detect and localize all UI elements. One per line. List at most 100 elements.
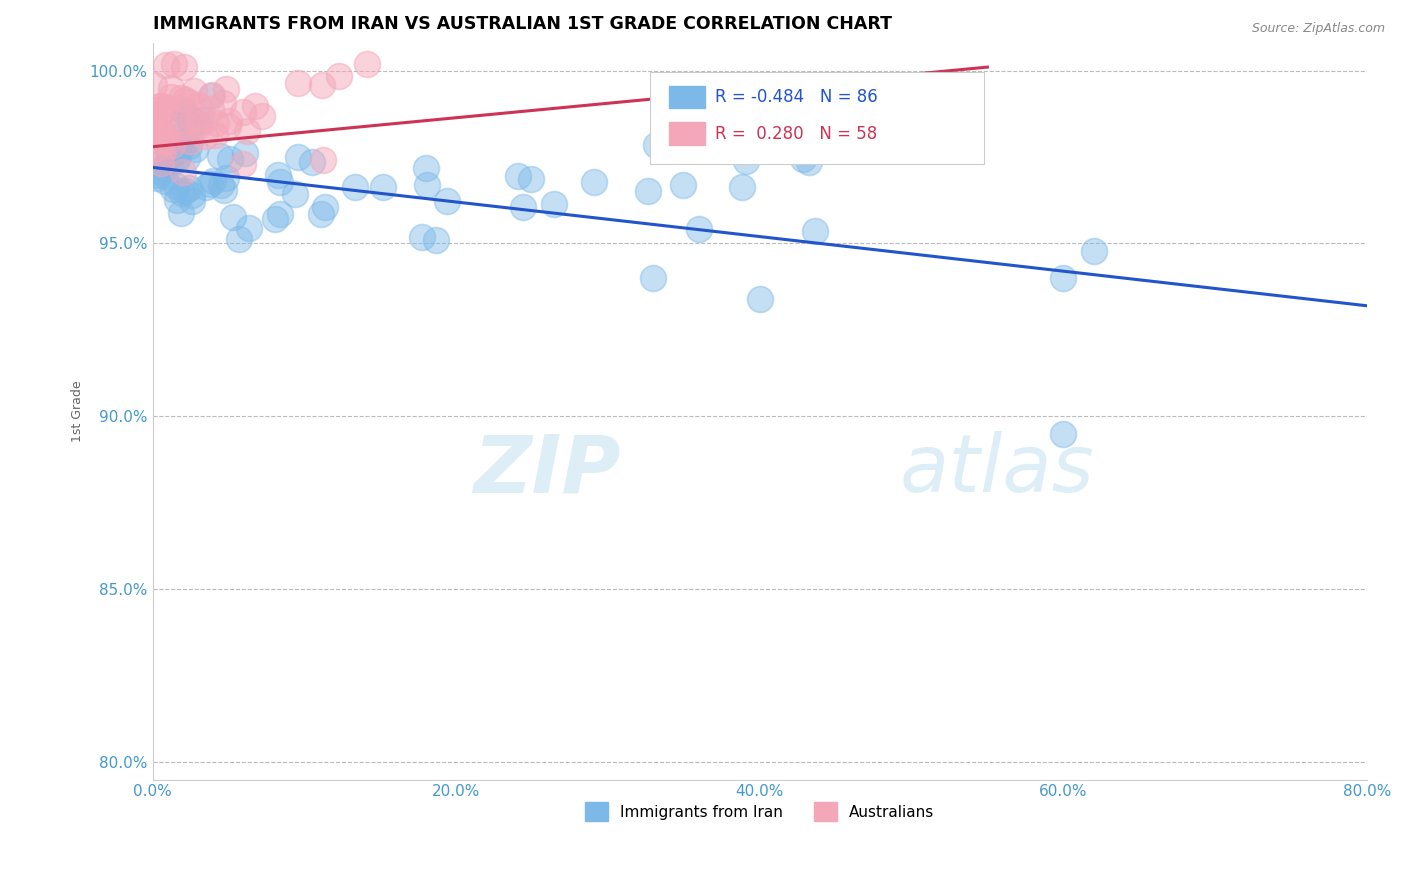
Point bbox=[672, 178, 695, 192]
Point bbox=[176, 120, 198, 134]
Point bbox=[145, 129, 167, 144]
Point bbox=[170, 142, 193, 156]
Point bbox=[200, 102, 222, 116]
Point bbox=[155, 128, 177, 143]
Point bbox=[287, 150, 309, 164]
Point bbox=[181, 188, 204, 202]
Point bbox=[267, 169, 290, 183]
Point bbox=[173, 60, 195, 74]
Point bbox=[143, 126, 166, 140]
Point bbox=[173, 104, 195, 119]
Point bbox=[187, 120, 209, 134]
Point bbox=[543, 196, 565, 211]
Point bbox=[170, 206, 193, 220]
Point bbox=[232, 157, 254, 171]
Point bbox=[181, 194, 204, 208]
Point bbox=[157, 151, 180, 165]
Point bbox=[162, 182, 184, 196]
Text: ZIP: ZIP bbox=[472, 431, 620, 509]
Point bbox=[228, 232, 250, 246]
Point bbox=[804, 224, 827, 238]
Point bbox=[264, 211, 287, 226]
Point bbox=[415, 161, 437, 175]
Point bbox=[159, 157, 181, 171]
Point bbox=[159, 148, 181, 162]
Point bbox=[215, 82, 238, 96]
Point bbox=[160, 90, 183, 104]
Point bbox=[312, 153, 335, 167]
Point bbox=[156, 101, 179, 115]
Point bbox=[179, 139, 201, 153]
Point bbox=[219, 153, 242, 167]
Point bbox=[436, 194, 458, 208]
Point bbox=[170, 91, 193, 105]
Point bbox=[183, 115, 205, 129]
Point bbox=[143, 128, 166, 142]
Point bbox=[204, 128, 226, 142]
Text: IMMIGRANTS FROM IRAN VS AUSTRALIAN 1ST GRADE CORRELATION CHART: IMMIGRANTS FROM IRAN VS AUSTRALIAN 1ST G… bbox=[153, 15, 891, 33]
Point bbox=[145, 168, 167, 182]
Point bbox=[411, 229, 433, 244]
Point bbox=[209, 178, 232, 192]
Point bbox=[792, 153, 814, 167]
Point bbox=[165, 178, 187, 193]
Point bbox=[162, 138, 184, 153]
Point bbox=[166, 153, 188, 167]
Point bbox=[150, 126, 173, 140]
Point bbox=[143, 78, 166, 92]
Point bbox=[644, 137, 666, 152]
Point bbox=[172, 112, 194, 127]
FancyBboxPatch shape bbox=[669, 86, 704, 108]
Point bbox=[222, 211, 245, 225]
Point bbox=[652, 136, 675, 151]
Point bbox=[688, 222, 710, 236]
Point bbox=[214, 183, 236, 197]
Point bbox=[238, 221, 260, 235]
Point bbox=[156, 135, 179, 149]
Point bbox=[170, 186, 193, 201]
Point bbox=[371, 179, 394, 194]
FancyBboxPatch shape bbox=[651, 72, 984, 164]
Point bbox=[198, 177, 221, 191]
Point bbox=[150, 147, 173, 161]
Point bbox=[328, 69, 350, 83]
Point bbox=[205, 116, 228, 130]
Point bbox=[194, 129, 217, 144]
Point bbox=[173, 185, 195, 199]
Point bbox=[160, 81, 183, 95]
Point bbox=[415, 178, 437, 193]
Point bbox=[344, 179, 367, 194]
Point bbox=[643, 270, 665, 285]
Point bbox=[583, 175, 606, 189]
Point bbox=[314, 200, 336, 214]
Point bbox=[250, 109, 273, 123]
Point bbox=[149, 156, 172, 170]
Point bbox=[143, 121, 166, 136]
Point bbox=[153, 103, 176, 118]
Point bbox=[153, 173, 176, 187]
Point bbox=[143, 116, 166, 130]
Point bbox=[236, 124, 259, 138]
Point bbox=[731, 180, 754, 194]
Point bbox=[233, 145, 256, 160]
Point bbox=[155, 143, 177, 157]
Point bbox=[155, 58, 177, 72]
Point bbox=[637, 184, 659, 198]
Point bbox=[177, 95, 200, 109]
Text: R = -0.484   N = 86: R = -0.484 N = 86 bbox=[714, 87, 877, 105]
Point bbox=[506, 169, 529, 184]
Point bbox=[179, 112, 201, 127]
Point bbox=[167, 141, 190, 155]
Point bbox=[152, 161, 174, 175]
Point bbox=[187, 98, 209, 112]
Point bbox=[184, 142, 207, 156]
Point bbox=[155, 169, 177, 183]
Point bbox=[170, 120, 193, 135]
Point bbox=[172, 103, 194, 118]
Point bbox=[176, 152, 198, 166]
Point bbox=[218, 120, 240, 134]
Point bbox=[356, 56, 378, 70]
Point bbox=[799, 154, 821, 169]
Point bbox=[174, 93, 197, 107]
Point bbox=[243, 98, 266, 112]
